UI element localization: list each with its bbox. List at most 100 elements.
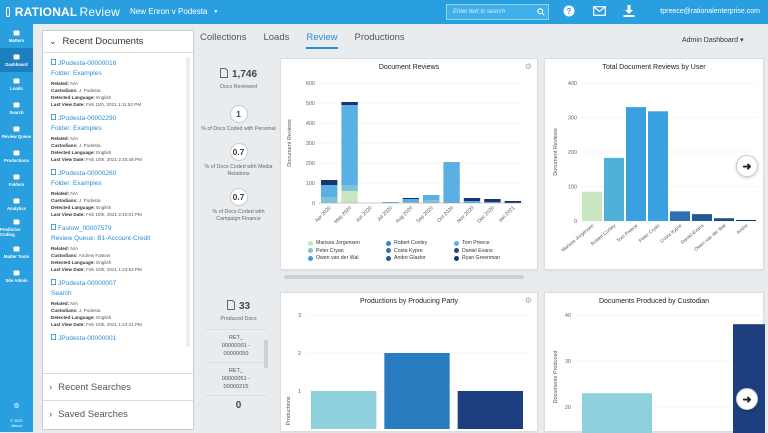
legend-item[interactable]: Ryan Greenman bbox=[454, 255, 524, 261]
legend-item[interactable]: Tom Preece bbox=[454, 240, 524, 246]
about-link[interactable]: About bbox=[11, 423, 22, 428]
search-icon[interactable] bbox=[534, 5, 548, 19]
bar-segment bbox=[504, 201, 521, 203]
bottom-stat-value: 0 bbox=[235, 400, 242, 411]
document-id: JPodesta-00000007 bbox=[58, 279, 117, 287]
mail-icon[interactable] bbox=[592, 4, 606, 18]
production-item[interactable]: RET_ 00000001 - 00000050 bbox=[205, 330, 267, 363]
case-selector[interactable]: New Enron v Podesta ▼ bbox=[130, 7, 218, 17]
reviews-by-user-card: Total Document Reviews by User 0 100 200 30… bbox=[544, 58, 764, 270]
document-icon bbox=[51, 279, 56, 287]
document-link[interactable]: JPodesta-00000001 bbox=[51, 334, 193, 342]
tab-collections[interactable]: Collections bbox=[200, 32, 247, 43]
document-location-link[interactable]: Search bbox=[51, 290, 72, 297]
bar bbox=[604, 157, 624, 221]
legend-item[interactable]: Costa Kypre bbox=[386, 248, 454, 254]
legend-item[interactable]: Peter Cryan bbox=[308, 248, 386, 254]
nav-item-analytics[interactable]: Analytics bbox=[0, 192, 33, 216]
document-link[interactable]: JPodesta-00002290 bbox=[51, 114, 193, 122]
gear-icon[interactable]: ⚙ bbox=[524, 296, 532, 305]
nav-item-review-queue[interactable]: Review Queue bbox=[0, 120, 33, 144]
next-chart-button[interactable]: ➜ bbox=[736, 388, 758, 410]
document-location-link[interactable]: Folder: Examples bbox=[51, 180, 102, 187]
meta-label: Related: bbox=[51, 81, 70, 86]
nav-item-matters[interactable]: Matters bbox=[0, 24, 33, 48]
document-link[interactable]: Fastow_00007579 bbox=[51, 224, 193, 232]
recent-documents-list: JPodesta-00000016 Folder: Examples Related… bbox=[43, 53, 193, 373]
search-box[interactable]: Enter text to search bbox=[446, 4, 549, 20]
meta-label: Related: bbox=[51, 136, 70, 141]
nav-item-site-admin[interactable]: Site Admin bbox=[0, 264, 33, 288]
tab-loads[interactable]: Loads bbox=[263, 32, 290, 43]
document-location-link[interactable]: Folder: Examples bbox=[51, 125, 102, 132]
user-email[interactable]: tpreece@rationalenterprise.com bbox=[660, 8, 760, 15]
y-tick-label: 0 bbox=[312, 201, 315, 207]
settings-gear-icon[interactable]: ⚙ bbox=[13, 403, 20, 410]
document-location-link[interactable]: Review Queue: B1-Account-Credit bbox=[51, 235, 151, 242]
legend-item[interactable]: Owen van der Wal bbox=[308, 255, 386, 261]
bar bbox=[582, 191, 602, 221]
tab-productions[interactable]: Productions bbox=[354, 32, 405, 43]
list-scrollbar[interactable] bbox=[186, 57, 190, 347]
recent-searches-section[interactable]: › Recent Searches bbox=[43, 373, 193, 400]
legend-item[interactable]: Marissa Jorgensen bbox=[308, 240, 386, 246]
help-icon[interactable]: ? bbox=[562, 4, 576, 18]
recent-documents-title: Recent Documents bbox=[62, 36, 144, 47]
legend-swatch bbox=[454, 255, 459, 261]
recent-documents-header[interactable]: ⌄ Recent Documents bbox=[43, 31, 193, 53]
document-icon bbox=[219, 68, 228, 81]
analytics-icon bbox=[13, 198, 20, 204]
legend-item[interactable]: Robert Conley bbox=[386, 240, 454, 246]
nav-item-label: Review Queue bbox=[1, 133, 32, 139]
legend-item[interactable]: Andre Glazier bbox=[386, 255, 454, 261]
nav-item-matter-tools[interactable]: Matter Tools bbox=[0, 240, 33, 264]
case-name: New Enron v Podesta bbox=[130, 7, 208, 16]
meta-value: Feb 11th, 2021 1:11:52 PM bbox=[86, 102, 142, 107]
production-range-line: 00000050 bbox=[223, 351, 249, 357]
nav-item-loads[interactable]: Loads bbox=[0, 72, 33, 96]
app-logo[interactable]: RATIONAL Review bbox=[0, 5, 120, 19]
bar-segment bbox=[321, 197, 338, 203]
review-queue-icon bbox=[13, 126, 20, 132]
charts-horizontal-scrollbar[interactable] bbox=[284, 275, 524, 279]
chart-title: Documents Produced by Custodian bbox=[598, 298, 710, 305]
legend-swatch bbox=[308, 255, 313, 261]
next-chart-button[interactable]: ➜ bbox=[736, 155, 758, 177]
productions-scrollbar[interactable] bbox=[264, 340, 268, 368]
nav-item-dashboard[interactable]: Dashboard bbox=[0, 48, 33, 72]
nav-item-label: Analytics bbox=[6, 205, 27, 211]
folder-icon bbox=[13, 174, 20, 180]
document-meta: Related: N/A Custodians: J. Podesta Detect… bbox=[51, 80, 193, 108]
download-icon[interactable] bbox=[622, 4, 636, 18]
production-item[interactable]: RET_ 00000051 - 00000215 bbox=[205, 363, 267, 396]
meta-row: Related: N/A bbox=[51, 245, 193, 252]
gear-icon[interactable]: ⚙ bbox=[524, 62, 532, 71]
document-link[interactable]: JPodesta-00000260 bbox=[51, 169, 193, 177]
document-link[interactable]: JPodesta-00000007 bbox=[51, 279, 193, 287]
x-tick-label: Andre bbox=[736, 223, 750, 236]
saved-searches-section[interactable]: › Saved Searches bbox=[43, 400, 193, 427]
meta-label: Detected Language: bbox=[51, 260, 95, 265]
document-location-link[interactable]: Folder: Examples bbox=[51, 70, 102, 77]
chevron-right-icon: › bbox=[49, 408, 53, 420]
meta-value: J. Podesta bbox=[78, 198, 101, 203]
legend-item[interactable]: Daniel Evans bbox=[454, 248, 524, 254]
dashboard-select[interactable]: Admin Dashboard ▾ bbox=[682, 37, 744, 44]
bar-segment bbox=[463, 201, 481, 203]
media-label: % of Docs Coded with Media Relations bbox=[204, 164, 273, 177]
legend-label: Marissa Jorgensen bbox=[316, 240, 360, 246]
meta-label: Related: bbox=[51, 301, 70, 306]
document-link[interactable]: JPodesta-00000016 bbox=[51, 59, 193, 67]
legend-label: Andre Glazier bbox=[394, 255, 426, 261]
search-input[interactable]: Enter text to search bbox=[453, 9, 506, 15]
y-tick-label: 1 bbox=[298, 389, 301, 395]
nav-item-label: Matters bbox=[8, 37, 25, 43]
meta-value: English bbox=[96, 205, 112, 210]
nav-item-predictive-coding[interactable]: Predictive Coding bbox=[0, 216, 33, 240]
nav-item-folders[interactable]: Folders bbox=[0, 168, 33, 192]
tab-review[interactable]: Review bbox=[306, 32, 338, 49]
nav-item-search[interactable]: Search bbox=[0, 96, 33, 120]
produced-docs-stat: 33 Produced Docs bbox=[200, 300, 277, 323]
nav-item-productions[interactable]: Productions bbox=[0, 144, 33, 168]
meta-row: Detected Language: English bbox=[51, 149, 193, 156]
